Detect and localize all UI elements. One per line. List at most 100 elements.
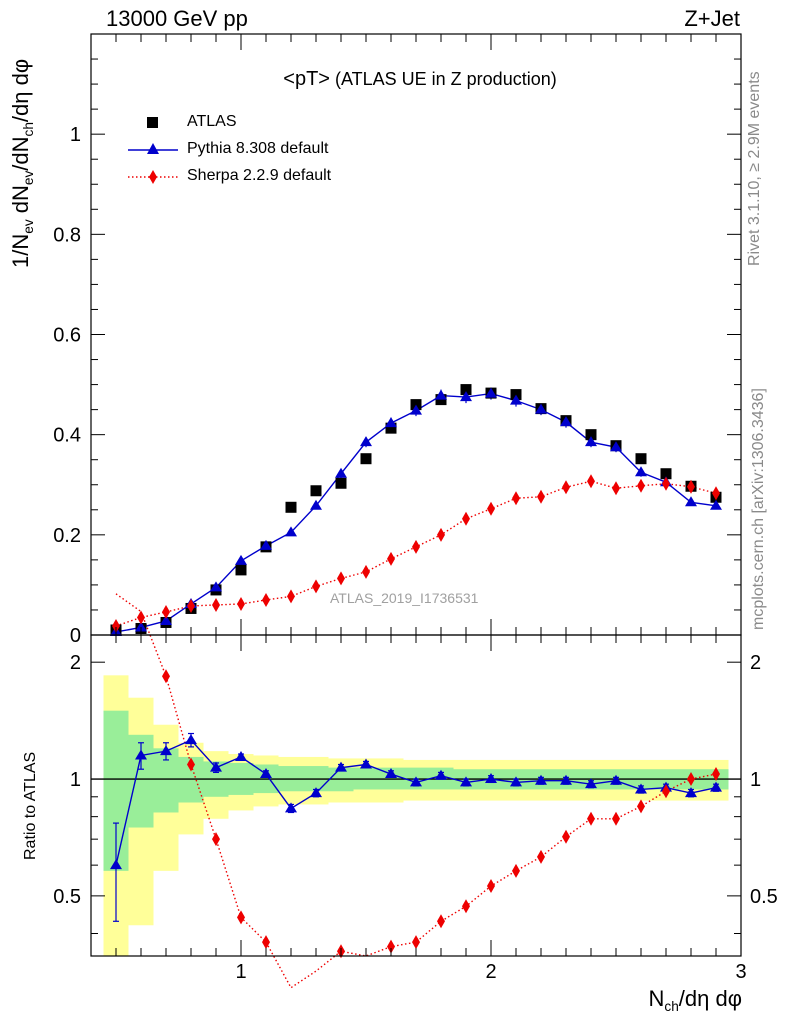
sherpa-point [437,527,445,542]
sherpa-point [687,479,695,494]
atlas-point [410,399,422,411]
sherpa-ratio-point [712,767,720,782]
pythia-ratio-point [210,761,222,772]
pythia-point [710,499,722,510]
y-tick-label: 0.2 [53,525,81,547]
pythia-ratio-point [410,776,422,787]
pythia-ratio-point [510,776,522,787]
atlas-point [235,564,247,576]
pythia-point [535,403,547,414]
sherpa-point [662,476,670,491]
legend-label: ATLAS [187,113,237,130]
ratio-tick-label: 1 [70,769,81,791]
x-tick-label: 2 [485,961,496,983]
pythia-point [685,496,697,507]
pythia-point [485,387,497,398]
pythia-point [585,436,597,447]
pythia-ratio-point [160,745,172,756]
atlas-point [435,394,447,406]
title-symbol: <pT> [283,68,330,90]
sherpa-point [287,589,295,604]
pythia-point [235,554,247,565]
sherpa-point [187,598,195,613]
atlas-point [310,485,322,497]
sherpa-ratio-point [387,939,395,954]
sherpa-point [212,597,220,612]
pythia-ratio-point [185,734,197,745]
rivet-note: Rivet 3.1.10, ≥ 2.9M events [746,71,763,266]
ratio-tick-label: 2 [70,652,81,674]
atlas-point [585,429,597,441]
sherpa-ratio-point [412,935,420,950]
ratio-bands [103,675,729,956]
sherpa-ratio-point [462,899,470,914]
atlas-point [335,477,347,489]
y-tick-label: 0.8 [53,224,81,246]
pythia-ratio-point [610,774,622,785]
pythia-ratio-point [560,774,572,785]
sherpa-point [612,481,620,496]
atlas-point [360,453,372,465]
analysis-watermark: ATLAS_2019_I1736531 [330,590,479,606]
sherpa-ratio-point [537,849,545,864]
sherpa-ratio-point [687,772,695,787]
pythia-ratio-point [635,783,647,794]
pythia-ratio-point [460,776,472,787]
sherpa-ratio-point [437,914,445,929]
pythia-ratio-point [135,749,147,760]
sherpa-point [412,539,420,554]
y-tick-label: 1 [70,124,81,146]
pythia-ratio-point [385,768,397,779]
sherpa-ratio-point [662,784,670,799]
atlas-point [635,453,647,465]
sherpa-point [337,571,345,586]
pythia-point [435,389,447,400]
diamond-marker-icon [128,170,178,184]
pythia-point [510,394,522,405]
triangle-marker-icon [128,143,178,154]
sherpa-point [162,604,170,619]
sherpa-ratio-point [487,879,495,894]
beam-label: 13000 GeV pp [106,6,248,31]
sherpa-point [562,480,570,495]
pythia-ratio-point [310,787,322,798]
process-label: Z+Jet [684,6,740,31]
y-tick-label: 0.6 [53,325,81,347]
pythia-point [610,441,622,452]
atlas-point [660,468,672,480]
pythia-point [260,539,272,550]
pythia-ratio-point [435,769,447,780]
pythia-ratio-point [360,758,372,769]
pythia-point [285,526,297,537]
mcplots-note: mcplots.cern.ch [arXiv:1306.3436] [750,388,767,630]
sherpa-point [237,596,245,611]
ratio-series-layer [91,593,741,989]
ratio-tick-label: 0.5 [53,886,81,908]
pythia-point [160,614,172,625]
pythia-ratio-point [260,768,272,779]
sherpa-point [587,474,595,489]
sherpa-ratio-point [562,829,570,844]
sherpa-point [487,501,495,516]
sherpa-point [512,491,520,506]
pythia-ratio-point [485,773,497,784]
sherpa-ratio-point [512,863,520,878]
sherpa-ratio-point [237,910,245,925]
pythia-point [460,391,472,402]
pythia-point [385,417,397,428]
pythia-ratio-point [710,781,722,792]
sherpa-point [387,551,395,566]
title-text: (ATLAS UE in Z production) [329,69,557,89]
legend-label: Pythia 8.308 default [187,140,329,157]
pythia-ratio-point [335,761,347,772]
ratio-tick-label-right: 2 [750,652,761,674]
y-axis-label: 1/Nev dNev/dNch/dη dφ [8,58,36,268]
y-tick-label: 0.4 [53,425,81,447]
x-tick-label: 3 [735,961,746,983]
atlas-point [510,389,522,401]
pythia-ratio-point [685,787,697,798]
pythia-ratio-point [535,774,547,785]
pythia-point [635,466,647,477]
sherpa-ratio-point [212,832,220,847]
